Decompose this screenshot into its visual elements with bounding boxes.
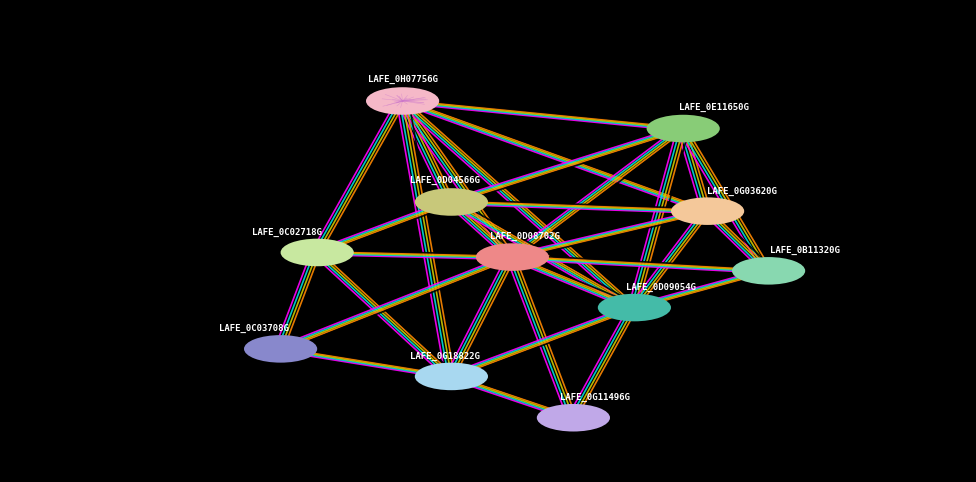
Circle shape [647, 115, 720, 142]
Circle shape [415, 188, 488, 216]
Circle shape [281, 239, 354, 266]
Circle shape [597, 294, 671, 321]
Text: LAFE_0H07756G: LAFE_0H07756G [368, 74, 437, 83]
Text: LAFE_0G03620G: LAFE_0G03620G [707, 187, 777, 196]
Circle shape [671, 198, 745, 225]
Circle shape [415, 362, 488, 390]
Text: LAFE_0C03708G: LAFE_0C03708G [219, 324, 289, 333]
Circle shape [366, 87, 439, 115]
Text: LAFE_0D09054G: LAFE_0D09054G [627, 283, 696, 292]
Text: LAFE_0B11320G: LAFE_0B11320G [770, 246, 840, 255]
Text: LAFE_0G18822G: LAFE_0G18822G [410, 352, 480, 361]
Text: LAFE_0G11496G: LAFE_0G11496G [560, 393, 630, 402]
Circle shape [244, 335, 317, 362]
Circle shape [476, 243, 549, 271]
Text: LAFE_0C02718G: LAFE_0C02718G [252, 228, 322, 237]
Circle shape [732, 257, 805, 284]
Text: LAFE_0E11650G: LAFE_0E11650G [678, 103, 749, 112]
Circle shape [537, 404, 610, 431]
Text: LAFE_0D04566G: LAFE_0D04566G [410, 176, 480, 186]
Text: LAFE_0D08702G: LAFE_0D08702G [490, 232, 559, 241]
